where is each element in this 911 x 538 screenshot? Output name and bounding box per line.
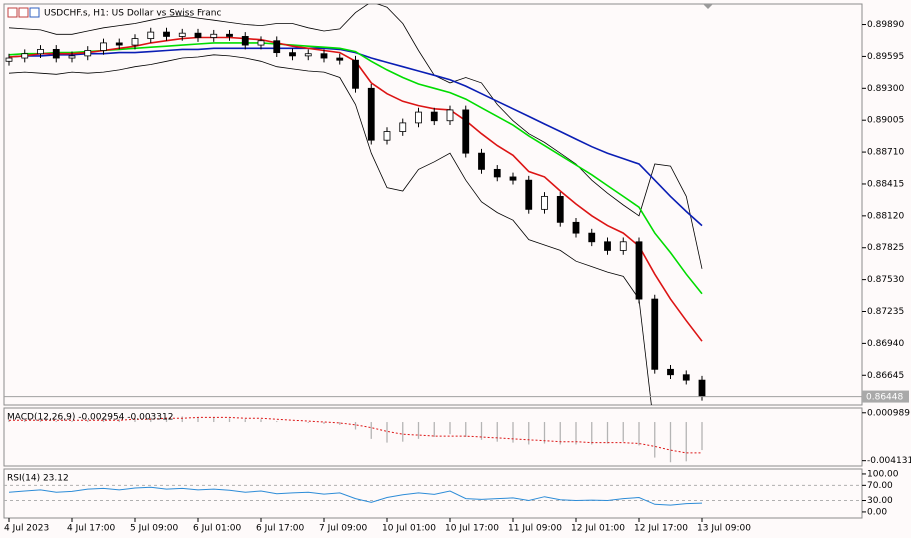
candle-body xyxy=(21,53,29,59)
y-tick-label: 0.89595 xyxy=(867,52,904,62)
candle-body xyxy=(446,109,454,122)
y-tick-label: 0.88415 xyxy=(867,179,904,189)
x-tick-label: 11 Jul 09:00 xyxy=(508,524,562,534)
x-tick-label: 5 Jul 09:00 xyxy=(130,524,179,534)
candle-body xyxy=(336,57,344,61)
y-tick-label: 0.88710 xyxy=(867,148,904,158)
y-tick-label: 0.89890 xyxy=(867,20,904,30)
price-panel-frame xyxy=(3,3,863,406)
y-tick-label: 0.87235 xyxy=(867,307,904,317)
candle-body xyxy=(383,131,391,141)
candle-body xyxy=(257,40,265,46)
candle-body xyxy=(194,32,202,38)
icon xyxy=(29,7,40,18)
candle-body xyxy=(698,379,706,397)
candle-body xyxy=(651,298,659,370)
x-tick-label: 12 Jul 01:00 xyxy=(571,524,625,534)
y-tick-label: 0.000989 xyxy=(867,408,910,418)
candle-body xyxy=(100,42,107,51)
candle-body xyxy=(273,40,281,54)
candle-body xyxy=(131,38,139,46)
plot-area xyxy=(8,416,703,463)
candle-body xyxy=(430,111,438,122)
candle-body xyxy=(115,42,123,46)
x-tick-label: 10 Jul 01:00 xyxy=(382,524,436,534)
candle-body xyxy=(399,122,407,132)
x-tick-label: 6 Jul 17:00 xyxy=(256,524,305,534)
candle-body xyxy=(493,168,501,178)
candle-body xyxy=(556,195,564,223)
panel-title: MACD(12,26,9) -0.002954 -0.003312 xyxy=(7,413,173,423)
x-tick-label: 13 Jul 09:00 xyxy=(697,524,751,534)
moving-average xyxy=(8,42,703,295)
x-tick-label: 4 Jul 17:00 xyxy=(67,524,116,534)
panel-title: RSI(14) 23.12 xyxy=(7,474,69,484)
candle-body xyxy=(635,241,643,300)
candle-body xyxy=(619,241,627,251)
candle-body xyxy=(147,31,155,39)
candle-body xyxy=(210,33,218,38)
moving-average xyxy=(8,47,703,227)
macd-panel-frame xyxy=(3,407,863,467)
panel-title: USDCHF.s, H1: US Dollar vs Swiss Franc xyxy=(44,9,221,19)
candle-body xyxy=(178,32,186,37)
y-tick-label: 0.87530 xyxy=(867,275,904,285)
y-tick-label: 0.00 xyxy=(867,507,887,517)
candle-body xyxy=(415,111,422,124)
x-tick-label: 7 Jul 09:00 xyxy=(319,524,368,534)
candle-body xyxy=(320,53,328,59)
rsi-line xyxy=(8,486,703,506)
candle-body xyxy=(509,176,517,181)
candle-body xyxy=(84,50,92,57)
shift-marker xyxy=(703,4,713,9)
candle-body xyxy=(682,374,690,381)
candle-body xyxy=(52,48,60,59)
symbol-icons xyxy=(7,7,40,18)
candle-body xyxy=(588,232,596,243)
y-tick-label: -0.004131 xyxy=(867,456,911,466)
candle-body xyxy=(462,109,470,154)
plot-area xyxy=(4,484,862,506)
x-tick-label: 10 Jul 17:00 xyxy=(445,524,499,534)
candle-body xyxy=(304,53,312,57)
x-tick-label: 6 Jul 01:00 xyxy=(193,524,242,534)
candle-body xyxy=(226,33,233,37)
icon xyxy=(18,7,29,18)
y-tick-label: 0.86940 xyxy=(867,339,904,349)
candle-body xyxy=(68,55,76,59)
candle-body xyxy=(525,179,533,210)
y-tick-label: 0.86645 xyxy=(867,371,904,381)
candle-body xyxy=(541,195,548,210)
y-tick-label: 100.00 xyxy=(867,469,899,479)
last-price-box xyxy=(862,390,909,403)
candle-body xyxy=(478,152,485,170)
y-tick-label: 0.88120 xyxy=(867,211,904,221)
candle-body xyxy=(37,48,44,55)
candle-body xyxy=(572,221,580,234)
candle-body xyxy=(352,59,359,89)
last-price-label: 0.86448 xyxy=(866,393,903,403)
candle-body xyxy=(367,87,375,141)
y-tick-label: 0.87825 xyxy=(867,243,904,253)
rsi-panel-frame xyxy=(3,468,863,519)
plot-area xyxy=(5,4,706,405)
candle-body xyxy=(241,36,249,46)
candle-body xyxy=(667,368,674,376)
icon xyxy=(7,7,18,18)
candle-body xyxy=(289,52,296,57)
y-tick-label: 30.00 xyxy=(867,496,893,506)
x-tick-label: 4 Jul 2023 xyxy=(4,524,49,534)
bollinger-band xyxy=(8,4,703,269)
candle-body xyxy=(5,57,13,62)
bollinger-band xyxy=(8,54,652,405)
y-tick-label: 70.00 xyxy=(867,481,893,491)
candle-body xyxy=(163,31,170,37)
y-tick-label: 0.89300 xyxy=(867,84,904,94)
x-tick-label: 12 Jul 17:00 xyxy=(634,524,688,534)
y-tick-label: 0.89005 xyxy=(867,116,904,126)
candle-body xyxy=(604,241,611,251)
